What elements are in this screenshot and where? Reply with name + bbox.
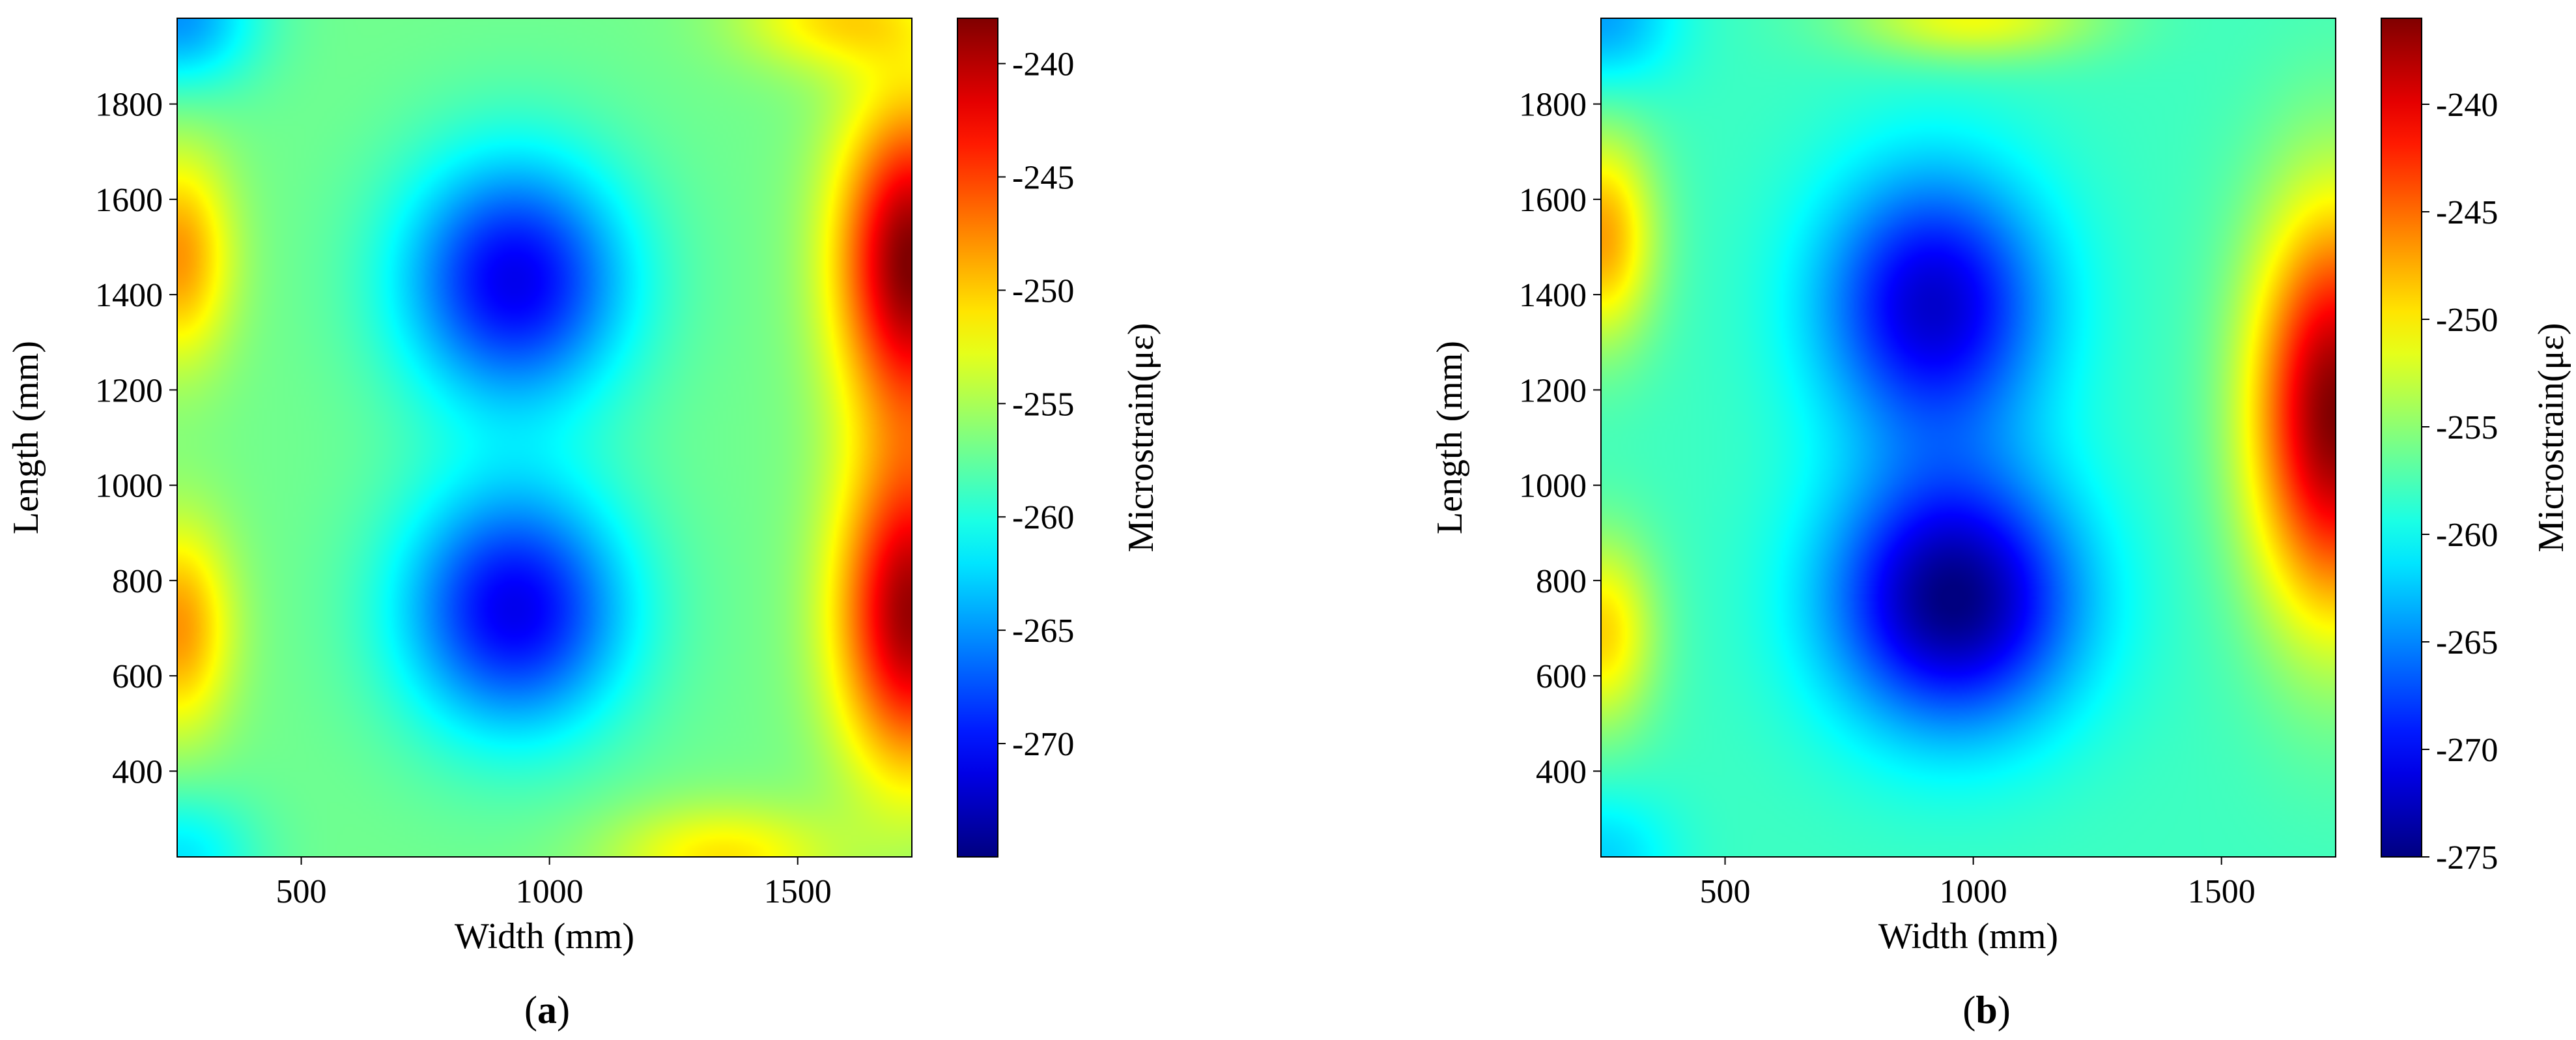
- colorbar-tick-label: -245: [2436, 194, 2498, 231]
- x-tick-label: 1500: [764, 873, 832, 910]
- y-tick-label: 1200: [1519, 372, 1587, 409]
- colorbar-tick-label: -260: [2436, 517, 2498, 554]
- y-tick-label: 1600: [95, 182, 163, 219]
- y-tick-label: 1000: [95, 468, 163, 505]
- y-tick-label: 1600: [1519, 182, 1587, 219]
- colorbar-tick-label: -270: [2436, 732, 2498, 769]
- colorbar-label: Microstrain(με): [1121, 323, 1161, 552]
- x-axis-label: Width (mm): [1878, 916, 2058, 957]
- y-tick-label: 800: [112, 563, 163, 600]
- y-tick-label: 600: [112, 658, 163, 695]
- panel-b-caption: (b): [1962, 989, 2010, 1032]
- y-tick-label: 400: [112, 753, 163, 790]
- panel-b: 500 1000 1500 400 600 800 1000 1200 1400 1600 1800…: [1430, 18, 2571, 957]
- colorbar-label: Microstrain(με): [2531, 323, 2571, 552]
- colorbar-tick-label: -275: [2436, 839, 2498, 876]
- colorbar-tick-label: -240: [1012, 46, 1074, 83]
- x-tick-label: 500: [276, 873, 327, 910]
- heatmap-b: [1601, 18, 2336, 857]
- colorbar-tick-label: -250: [2436, 302, 2498, 339]
- y-tick-label: 1800: [1519, 87, 1587, 124]
- colorbar-a: [957, 18, 998, 858]
- colorbar-tick-label: -265: [2436, 624, 2498, 661]
- x-tick-label: 1000: [1940, 873, 2007, 910]
- y-tick-label: 600: [1536, 658, 1587, 695]
- panel-a: 500 1000 1500 400 600 800 1000 1200 1400 1600 1800…: [6, 18, 1161, 957]
- y-tick-label: 1400: [1519, 277, 1587, 314]
- panel-a-caption: (a): [524, 989, 570, 1032]
- x-tick-label: 1000: [516, 873, 584, 910]
- colorbar-tick-label: -270: [1012, 726, 1074, 763]
- y-tick-label: 400: [1536, 753, 1587, 790]
- y-tick-label: 1800: [95, 87, 163, 124]
- plot-frame-b: [1600, 18, 2336, 858]
- colorbar-tick-label: -240: [2436, 87, 2498, 124]
- colorbar-tick-label: -265: [1012, 613, 1074, 650]
- colorbar-tick-label: -255: [1012, 386, 1074, 423]
- plot-frame-a: [177, 18, 913, 858]
- x-tick-label: 500: [1700, 873, 1751, 910]
- x-tick-label: 1500: [2188, 873, 2256, 910]
- colorbar-tick-label: -245: [1012, 159, 1074, 196]
- colorbar-tick-label: -260: [1012, 499, 1074, 536]
- y-axis-label: Length (mm): [6, 341, 46, 534]
- y-tick-label: 1400: [95, 277, 163, 314]
- y-axis-label: Length (mm): [1430, 341, 1470, 534]
- y-tick-label: 1200: [95, 372, 163, 409]
- colorbar-tick-label: -255: [2436, 409, 2498, 446]
- heatmap-a: [177, 18, 912, 857]
- y-tick-label: 1000: [1519, 468, 1587, 505]
- x-axis-label: Width (mm): [455, 916, 634, 957]
- colorbar-b: [2381, 18, 2422, 858]
- y-tick-label: 800: [1536, 563, 1587, 600]
- colorbar-tick-label: -250: [1012, 272, 1074, 310]
